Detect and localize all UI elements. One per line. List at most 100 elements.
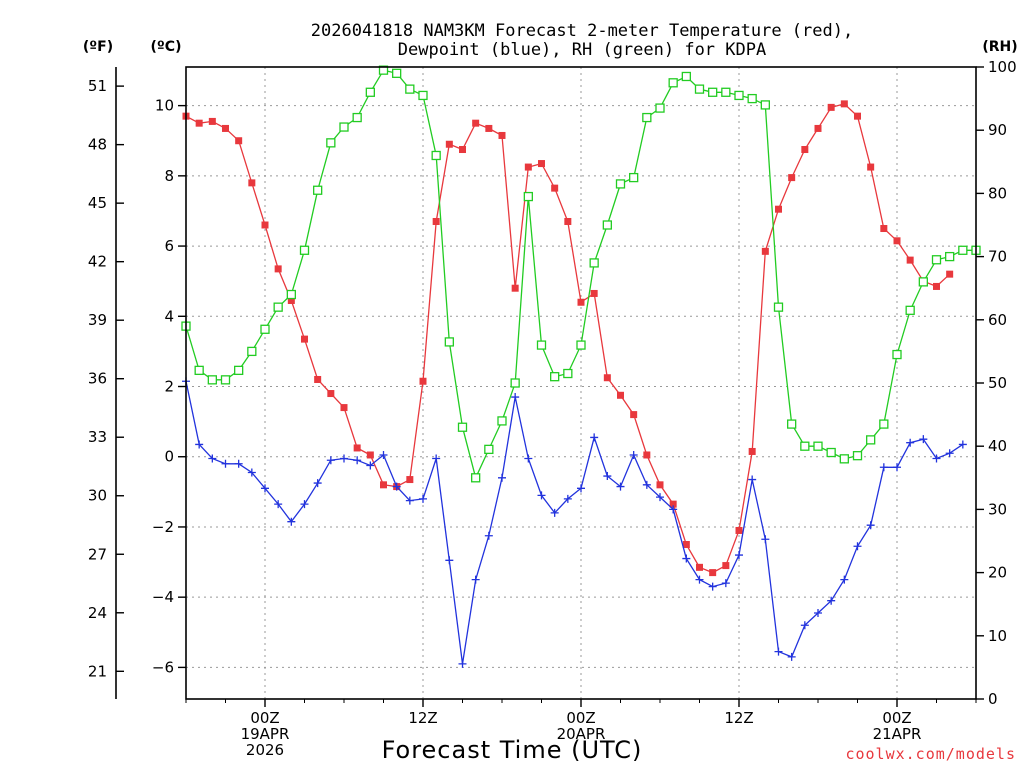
temperature-point (933, 282, 940, 290)
dewpoint-point (906, 438, 915, 447)
rh-point (773, 302, 784, 312)
temperature-point (208, 117, 216, 125)
dewpoint-point (814, 608, 822, 617)
celsius-tick-label: 8 (164, 167, 174, 185)
dewpoint-point (840, 575, 849, 584)
rh-point (879, 419, 889, 429)
dewpoint-point (761, 535, 770, 544)
rh-tick-label: 40 (988, 437, 1007, 455)
rh-point (273, 302, 283, 312)
rh-point (444, 337, 454, 347)
rh-point (365, 87, 375, 97)
fahrenheit-tick-label: 39 (88, 311, 107, 329)
temperature-point (524, 163, 532, 171)
temperature-point (287, 296, 295, 304)
rh-tick-label: 50 (988, 374, 1007, 392)
dewpoint-point (893, 463, 901, 472)
credit-text: coolwx.com/models (845, 745, 1016, 763)
temperature-point (314, 375, 322, 383)
temperature-point (748, 447, 756, 455)
celsius-tick-label: −4 (152, 588, 174, 606)
rh-point (945, 251, 955, 262)
temperature-point (840, 100, 848, 108)
temperature-point (380, 481, 387, 489)
rh-point (721, 87, 731, 97)
temperature-point (827, 103, 835, 111)
temperature-point (327, 390, 335, 398)
temperature-point (248, 179, 256, 187)
dewpoint-point (853, 542, 862, 551)
rh-unit-label: (RH) (982, 39, 1017, 55)
dewpoint-point (919, 435, 928, 444)
temperature-point (340, 404, 348, 412)
x-tick-label: 00Z (882, 709, 911, 727)
temperature-point (511, 284, 519, 292)
rh-point (392, 68, 402, 78)
dewpoint-point (366, 461, 375, 470)
dewpoint-point (458, 659, 467, 668)
rh-point (602, 220, 612, 230)
x-tick-label: 2026 (246, 741, 284, 759)
rh-point (286, 289, 296, 300)
temperature-point (722, 562, 730, 570)
dewpoint-point (471, 575, 480, 584)
x-tick-label: 20APR (557, 725, 606, 743)
celsius-unit-label: (ºC) (151, 39, 182, 55)
dewpoint-point (524, 454, 533, 463)
rh-point (655, 103, 665, 113)
dewpoint-point (498, 473, 506, 482)
temperature-point (222, 124, 229, 132)
rh-point (694, 84, 705, 94)
dewpoint-point (827, 596, 836, 605)
rh-point (615, 179, 626, 189)
temperature-point (801, 146, 809, 154)
temperature-point (696, 563, 703, 571)
dewpoint-point (879, 463, 888, 472)
fahrenheit-tick-label: 51 (88, 77, 107, 95)
rh-point (708, 87, 718, 97)
rh-point (550, 372, 560, 382)
temperature-point (301, 335, 308, 343)
temperature-point (735, 526, 743, 534)
rh-point (471, 473, 481, 483)
dewpoint-point (932, 454, 941, 463)
rh-point (681, 71, 691, 82)
dewpoint-point (287, 517, 296, 526)
rh-point (457, 422, 468, 432)
series-dewpoint (182, 377, 967, 668)
rh-point (194, 365, 204, 376)
rh-point (523, 191, 533, 202)
rh-point (892, 349, 902, 360)
rh-point (760, 100, 770, 110)
rh-point (813, 441, 823, 451)
rh-point (536, 340, 547, 350)
rh-point (826, 447, 836, 458)
rh-point (299, 245, 310, 255)
temperature-point (472, 119, 480, 127)
rh-point (234, 365, 244, 376)
celsius-tick-label: −2 (152, 518, 174, 536)
rh-point (931, 255, 942, 265)
fahrenheit-tick-label: 21 (88, 662, 107, 680)
fahrenheit-tick-label: 48 (88, 136, 107, 154)
dewpoint-point (392, 482, 401, 491)
rh-tick-label: 90 (988, 121, 1007, 139)
chart-title-line1: 2026041818 NAM3KM Forecast 2-meter Tempe… (311, 21, 853, 41)
temperature-point (867, 163, 875, 171)
temperature-point (538, 160, 545, 168)
rh-point (220, 375, 231, 385)
rh-point (339, 122, 349, 132)
rh-point (629, 172, 639, 183)
dewpoint-point (340, 454, 348, 463)
dewpoint-point (616, 482, 625, 491)
rh-point (484, 444, 494, 455)
rh-tick-label: 20 (988, 564, 1007, 582)
dewpoint-point (682, 554, 691, 563)
temperature-point (630, 411, 638, 419)
fahrenheit-tick-label: 42 (88, 253, 107, 271)
x-tick-label: 21APR (873, 725, 922, 743)
rh-point (905, 305, 915, 315)
dewpoint-point (708, 582, 717, 591)
rh-tick-label: 0 (988, 690, 998, 708)
